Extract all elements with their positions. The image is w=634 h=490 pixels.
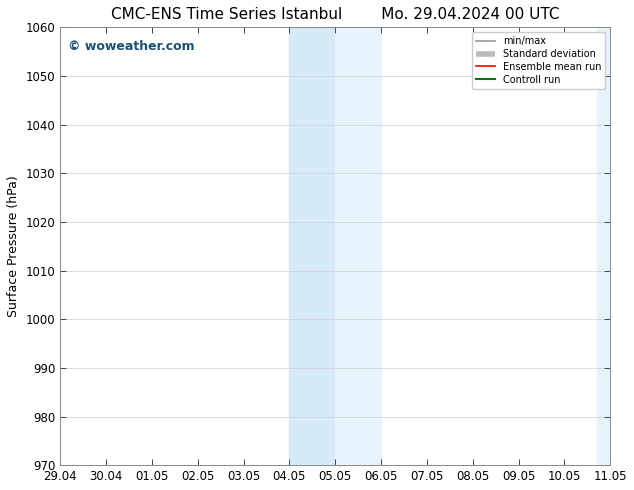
Bar	[335, 27, 381, 465]
Y-axis label: Surface Pressure (hPa): Surface Pressure (hPa)	[7, 175, 20, 317]
Text: © woweather.com: © woweather.com	[68, 40, 195, 53]
Legend: min/max, Standard deviation, Ensemble mean run, Controll run: min/max, Standard deviation, Ensemble me…	[472, 32, 605, 89]
Bar	[597, 27, 611, 465]
Title: CMC-ENS Time Series Istanbul        Mo. 29.04.2024 00 UTC: CMC-ENS Time Series Istanbul Mo. 29.04.2…	[111, 7, 559, 22]
Bar	[289, 27, 335, 465]
